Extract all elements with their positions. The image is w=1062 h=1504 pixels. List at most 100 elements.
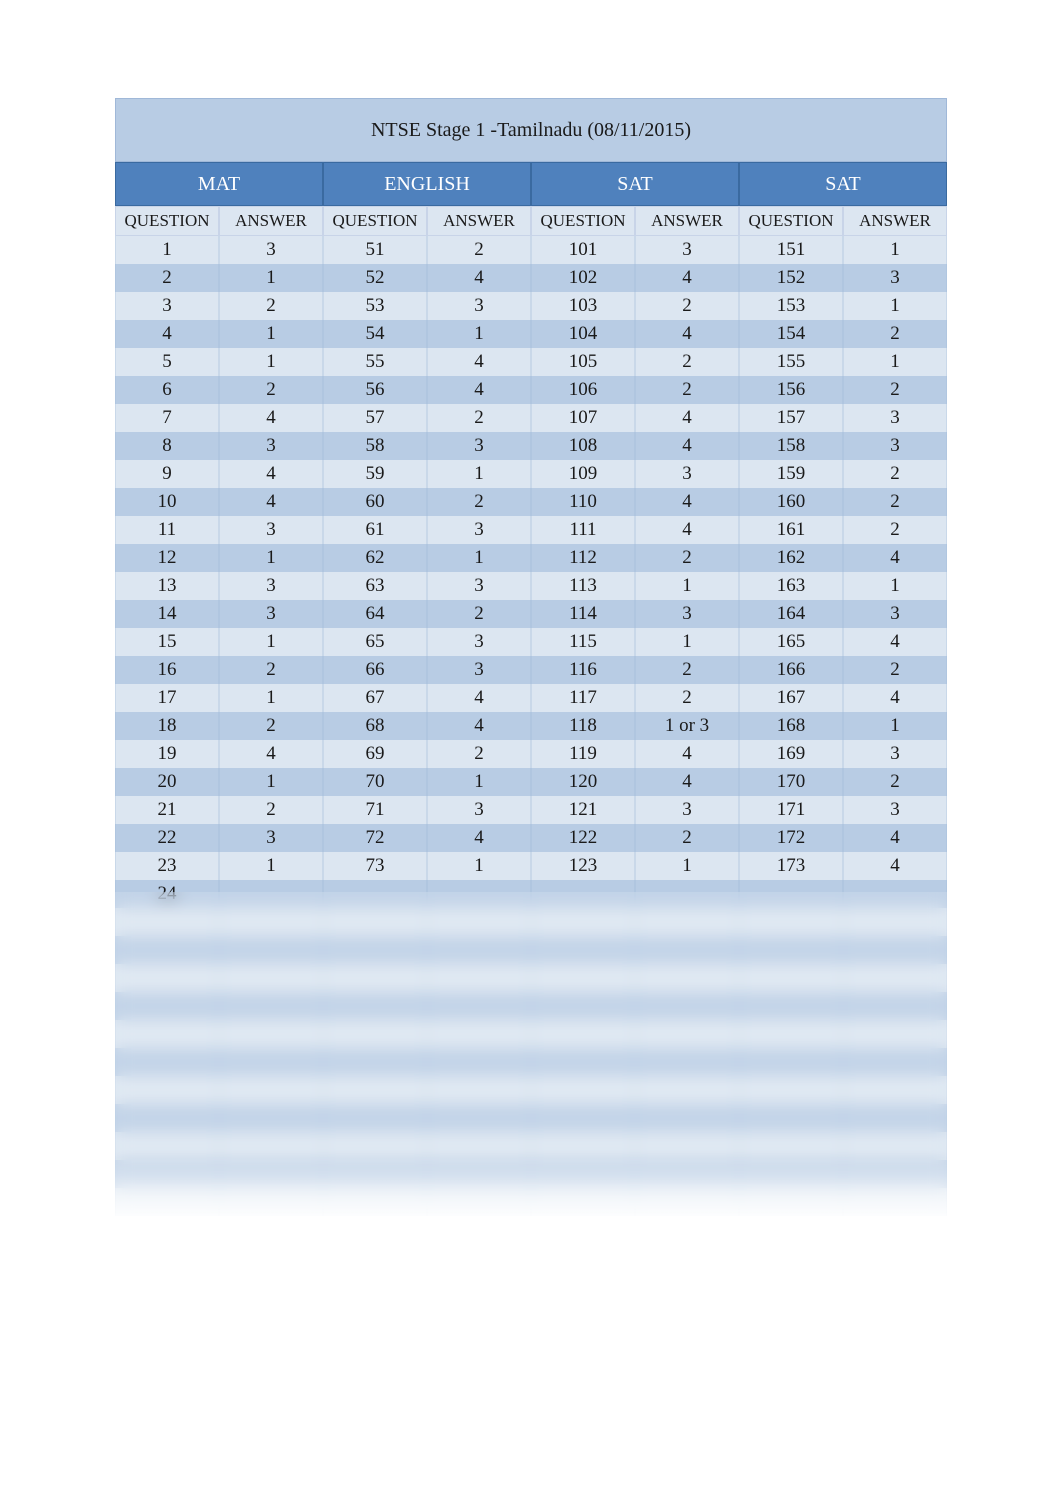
table-cell — [219, 1020, 323, 1048]
table-row — [115, 1020, 947, 1048]
table-cell: 4 — [219, 488, 323, 516]
table-cell — [531, 1132, 635, 1160]
table-cell — [427, 1048, 531, 1076]
table-cell: 162 — [739, 544, 843, 572]
table-cell: 10 — [115, 488, 219, 516]
table-cell: 3 — [635, 460, 739, 488]
table-cell — [739, 964, 843, 992]
table-cell — [843, 1076, 947, 1104]
table-cell: 2 — [635, 376, 739, 404]
table-cell: 159 — [739, 460, 843, 488]
col-header: ANSWER — [635, 206, 739, 236]
table-cell: 1 or 3 — [635, 712, 739, 740]
table-cell: 65 — [323, 628, 427, 656]
table-row: 1826841181 or 31681 — [115, 712, 947, 740]
section-header-mat: MAT — [115, 162, 323, 206]
table-title: NTSE Stage 1 -Tamilnadu (08/11/2015) — [115, 98, 947, 162]
table-cell — [323, 992, 427, 1020]
column-headers-row: QUESTION ANSWER QUESTION ANSWER QUESTION… — [115, 206, 947, 236]
table-cell — [427, 1160, 531, 1188]
table-row — [115, 1132, 947, 1160]
table-row: 14364211431643 — [115, 600, 947, 628]
table-cell — [115, 992, 219, 1020]
table-cell — [219, 1188, 323, 1216]
table-cell — [635, 1132, 739, 1160]
table-cell: 4 — [115, 320, 219, 348]
table-cell: 4 — [219, 460, 323, 488]
col-header: QUESTION — [115, 206, 219, 236]
table-cell: 1 — [843, 292, 947, 320]
table-cell: 1 — [427, 852, 531, 880]
table-cell: 4 — [635, 432, 739, 460]
table-cell: 63 — [323, 572, 427, 600]
table-cell: 2 — [219, 292, 323, 320]
table-row — [115, 1048, 947, 1076]
table-cell — [115, 1020, 219, 1048]
table-cell: 23 — [115, 852, 219, 880]
table-cell: 13 — [115, 572, 219, 600]
table-cell — [323, 936, 427, 964]
table-cell: 51 — [323, 236, 427, 264]
table-cell: 3 — [427, 572, 531, 600]
table-cell — [739, 936, 843, 964]
table-cell: 166 — [739, 656, 843, 684]
table-cell: 62 — [323, 544, 427, 572]
table-cell: 1 — [427, 460, 531, 488]
table-cell: 2 — [843, 656, 947, 684]
col-header: ANSWER — [219, 206, 323, 236]
table-cell: 2 — [843, 488, 947, 516]
table-cell: 104 — [531, 320, 635, 348]
table-cell — [635, 1160, 739, 1188]
table-row: 7457210741573 — [115, 404, 947, 432]
table-cell: 2 — [219, 712, 323, 740]
table-cell: 3 — [427, 796, 531, 824]
table-cell: 123 — [531, 852, 635, 880]
table-row: 19469211941693 — [115, 740, 947, 768]
table-cell — [427, 964, 531, 992]
table-cell: 11 — [115, 516, 219, 544]
table-cell: 152 — [739, 264, 843, 292]
table-cell — [739, 1104, 843, 1132]
table-cell: 4 — [843, 544, 947, 572]
table-cell: 1 — [219, 348, 323, 376]
table-cell: 3 — [843, 432, 947, 460]
table-cell: 2 — [635, 544, 739, 572]
section-header-sat2: SAT — [739, 162, 947, 206]
table-cell: 7 — [115, 404, 219, 432]
table-cell: 8 — [115, 432, 219, 460]
table-row: 16266311621662 — [115, 656, 947, 684]
table-cell — [115, 1160, 219, 1188]
table-cell: 66 — [323, 656, 427, 684]
table-cell: 116 — [531, 656, 635, 684]
table-cell: 3 — [427, 656, 531, 684]
table-cell — [531, 908, 635, 936]
table-cell — [739, 1020, 843, 1048]
table-cell — [219, 880, 323, 908]
table-cell — [323, 964, 427, 992]
table-cell: 56 — [323, 376, 427, 404]
table-cell: 3 — [219, 516, 323, 544]
table-cell: 53 — [323, 292, 427, 320]
table-cell: 173 — [739, 852, 843, 880]
table-cell: 105 — [531, 348, 635, 376]
table-cell — [531, 1020, 635, 1048]
table-cell — [115, 908, 219, 936]
table-cell: 1 — [219, 852, 323, 880]
table-cell — [427, 1104, 531, 1132]
section-header-sat1: SAT — [531, 162, 739, 206]
table-cell: 54 — [323, 320, 427, 348]
table-cell: 151 — [739, 236, 843, 264]
table-cell — [635, 964, 739, 992]
table-cell — [219, 1076, 323, 1104]
table-row: 5155410521551 — [115, 348, 947, 376]
answer-key-table: NTSE Stage 1 -Tamilnadu (08/11/2015) MAT… — [115, 98, 947, 1228]
table-cell: 117 — [531, 684, 635, 712]
table-cell: 172 — [739, 824, 843, 852]
table-cell — [323, 1020, 427, 1048]
table-cell: 2 — [427, 236, 531, 264]
table-cell: 122 — [531, 824, 635, 852]
table-cell: 2 — [219, 376, 323, 404]
table-cell: 58 — [323, 432, 427, 460]
table-cell: 67 — [323, 684, 427, 712]
table-cell: 4 — [427, 824, 531, 852]
